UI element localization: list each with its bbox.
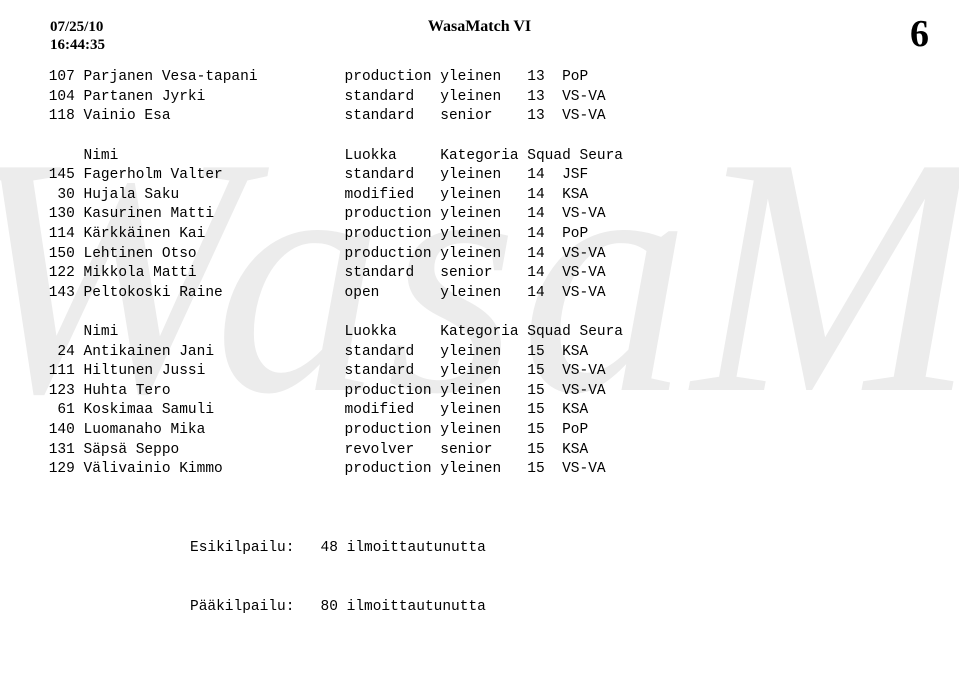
footer-line-1: Esikilpailu: 48 ilmoittautunutta — [170, 539, 939, 559]
results-block-1: 107 Parjanen Vesa-tapani production ylei… — [20, 68, 939, 127]
table-header: Nimi Luokka Kategoria Squad Seura — [20, 323, 939, 343]
table-row: 143 Peltokoski Raine open yleinen 14 VS-… — [20, 284, 939, 304]
table-row: 114 Kärkkäinen Kai production yleinen 14… — [20, 225, 939, 245]
table-row: 61 Koskimaa Samuli modified yleinen 15 K… — [20, 401, 939, 421]
table-row: 123 Huhta Tero production yleinen 15 VS-… — [20, 382, 939, 402]
table-row: 104 Partanen Jyrki standard yleinen 13 V… — [20, 88, 939, 108]
page-content: 07/25/10 16:44:35 WasaMatch VI 6 107 Par… — [0, 0, 959, 674]
page-number: 6 — [910, 12, 929, 56]
table-row: 122 Mikkola Matti standard senior 14 VS-… — [20, 264, 939, 284]
table-row: 111 Hiltunen Jussi standard yleinen 15 V… — [20, 362, 939, 382]
footer-summary: Esikilpailu: 48 ilmoittautunutta Pääkilp… — [20, 500, 939, 657]
table-row: 107 Parjanen Vesa-tapani production ylei… — [20, 68, 939, 88]
results-block-3: Nimi Luokka Kategoria Squad Seura 24 Ant… — [20, 323, 939, 480]
table-row: 145 Fagerholm Valter standard yleinen 14… — [20, 166, 939, 186]
table-row: 150 Lehtinen Otso production yleinen 14 … — [20, 245, 939, 265]
table-row: 140 Luomanaho Mika production yleinen 15… — [20, 421, 939, 441]
header-time: 16:44:35 — [50, 36, 105, 54]
table-row: 130 Kasurinen Matti production yleinen 1… — [20, 205, 939, 225]
footer-line-2: Pääkilpailu: 80 ilmoittautunutta — [170, 598, 939, 618]
results-block-2: Nimi Luokka Kategoria Squad Seura 145 Fa… — [20, 147, 939, 304]
page-header: 07/25/10 16:44:35 WasaMatch VI 6 — [20, 18, 939, 68]
header-title: WasaMatch VI — [20, 18, 939, 36]
table-row: 24 Antikainen Jani standard yleinen 15 K… — [20, 343, 939, 363]
table-row: 131 Säpsä Seppo revolver senior 15 KSA — [20, 441, 939, 461]
table-row: 118 Vainio Esa standard senior 13 VS-VA — [20, 107, 939, 127]
table-header: Nimi Luokka Kategoria Squad Seura — [20, 147, 939, 167]
table-row: 30 Hujala Saku modified yleinen 14 KSA — [20, 186, 939, 206]
table-row: 129 Välivainio Kimmo production yleinen … — [20, 460, 939, 480]
